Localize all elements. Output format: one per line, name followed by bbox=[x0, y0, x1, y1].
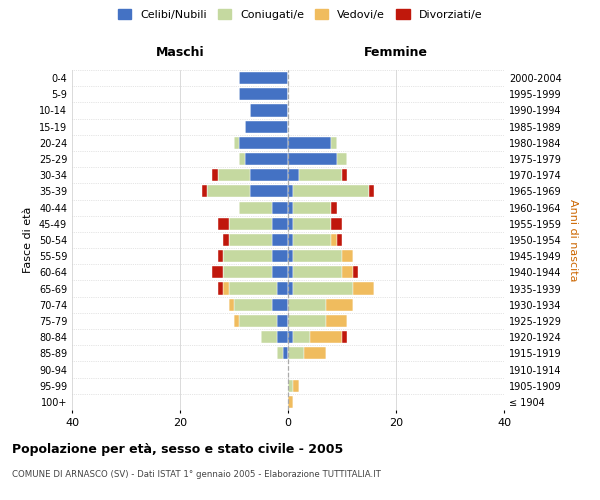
Bar bbox=[229, 282, 277, 294]
Bar bbox=[239, 137, 288, 149]
Bar bbox=[234, 298, 272, 311]
Bar bbox=[353, 282, 374, 294]
Bar bbox=[288, 266, 293, 278]
Y-axis label: Anni di nascita: Anni di nascita bbox=[568, 198, 578, 281]
Bar bbox=[223, 250, 272, 262]
Bar bbox=[272, 234, 288, 246]
Bar bbox=[245, 153, 288, 165]
Bar bbox=[326, 315, 347, 327]
Bar bbox=[293, 202, 331, 213]
Bar bbox=[218, 218, 229, 230]
Bar bbox=[218, 169, 250, 181]
Bar bbox=[234, 315, 239, 327]
Bar bbox=[288, 169, 299, 181]
Bar bbox=[277, 282, 288, 294]
Bar bbox=[207, 186, 250, 198]
Bar bbox=[293, 282, 353, 294]
Bar bbox=[288, 396, 293, 408]
Bar bbox=[293, 234, 331, 246]
Bar bbox=[212, 169, 218, 181]
Bar bbox=[293, 380, 299, 392]
Bar bbox=[331, 234, 337, 246]
Bar bbox=[223, 266, 272, 278]
Bar bbox=[239, 153, 245, 165]
Bar bbox=[239, 202, 272, 213]
Bar bbox=[272, 218, 288, 230]
Bar bbox=[288, 315, 326, 327]
Bar bbox=[288, 137, 331, 149]
Bar bbox=[288, 218, 293, 230]
Text: Femmine: Femmine bbox=[364, 46, 428, 59]
Bar bbox=[353, 266, 358, 278]
Bar bbox=[293, 186, 369, 198]
Bar bbox=[288, 234, 293, 246]
Text: Popolazione per età, sesso e stato civile - 2005: Popolazione per età, sesso e stato civil… bbox=[12, 442, 343, 456]
Bar bbox=[272, 298, 288, 311]
Bar bbox=[250, 186, 288, 198]
Bar bbox=[304, 348, 326, 360]
Bar bbox=[239, 72, 288, 84]
Bar bbox=[229, 218, 272, 230]
Bar bbox=[202, 186, 207, 198]
Bar bbox=[331, 137, 337, 149]
Bar bbox=[299, 169, 342, 181]
Text: COMUNE DI ARNASCO (SV) - Dati ISTAT 1° gennaio 2005 - Elaborazione TUTTITALIA.IT: COMUNE DI ARNASCO (SV) - Dati ISTAT 1° g… bbox=[12, 470, 381, 479]
Bar bbox=[331, 202, 337, 213]
Y-axis label: Fasce di età: Fasce di età bbox=[23, 207, 33, 273]
Bar bbox=[218, 282, 223, 294]
Legend: Celibi/Nubili, Coniugati/e, Vedovi/e, Divorziati/e: Celibi/Nubili, Coniugati/e, Vedovi/e, Di… bbox=[115, 6, 485, 23]
Bar bbox=[342, 169, 347, 181]
Bar bbox=[250, 104, 288, 117]
Bar bbox=[223, 282, 229, 294]
Bar bbox=[234, 137, 239, 149]
Bar bbox=[250, 169, 288, 181]
Bar bbox=[293, 331, 310, 343]
Bar bbox=[326, 298, 353, 311]
Bar bbox=[245, 120, 288, 132]
Bar bbox=[342, 266, 353, 278]
Bar bbox=[288, 202, 293, 213]
Bar bbox=[288, 186, 293, 198]
Bar bbox=[293, 250, 342, 262]
Bar bbox=[272, 266, 288, 278]
Bar bbox=[239, 88, 288, 101]
Bar bbox=[331, 218, 342, 230]
Bar bbox=[239, 315, 277, 327]
Bar bbox=[337, 153, 347, 165]
Bar bbox=[288, 380, 293, 392]
Bar bbox=[229, 234, 272, 246]
Bar bbox=[293, 218, 331, 230]
Bar bbox=[288, 250, 293, 262]
Bar bbox=[272, 250, 288, 262]
Bar bbox=[277, 348, 283, 360]
Bar bbox=[342, 331, 347, 343]
Bar bbox=[310, 331, 342, 343]
Bar bbox=[272, 202, 288, 213]
Bar bbox=[293, 266, 342, 278]
Bar bbox=[212, 266, 223, 278]
Bar bbox=[277, 331, 288, 343]
Bar bbox=[223, 234, 229, 246]
Bar bbox=[288, 153, 337, 165]
Bar bbox=[218, 250, 223, 262]
Text: Maschi: Maschi bbox=[155, 46, 205, 59]
Bar bbox=[288, 348, 304, 360]
Bar bbox=[261, 331, 277, 343]
Bar bbox=[288, 331, 293, 343]
Bar bbox=[288, 298, 326, 311]
Bar bbox=[342, 250, 353, 262]
Bar bbox=[369, 186, 374, 198]
Bar bbox=[283, 348, 288, 360]
Bar bbox=[337, 234, 342, 246]
Bar bbox=[229, 298, 234, 311]
Bar bbox=[288, 282, 293, 294]
Bar bbox=[277, 315, 288, 327]
